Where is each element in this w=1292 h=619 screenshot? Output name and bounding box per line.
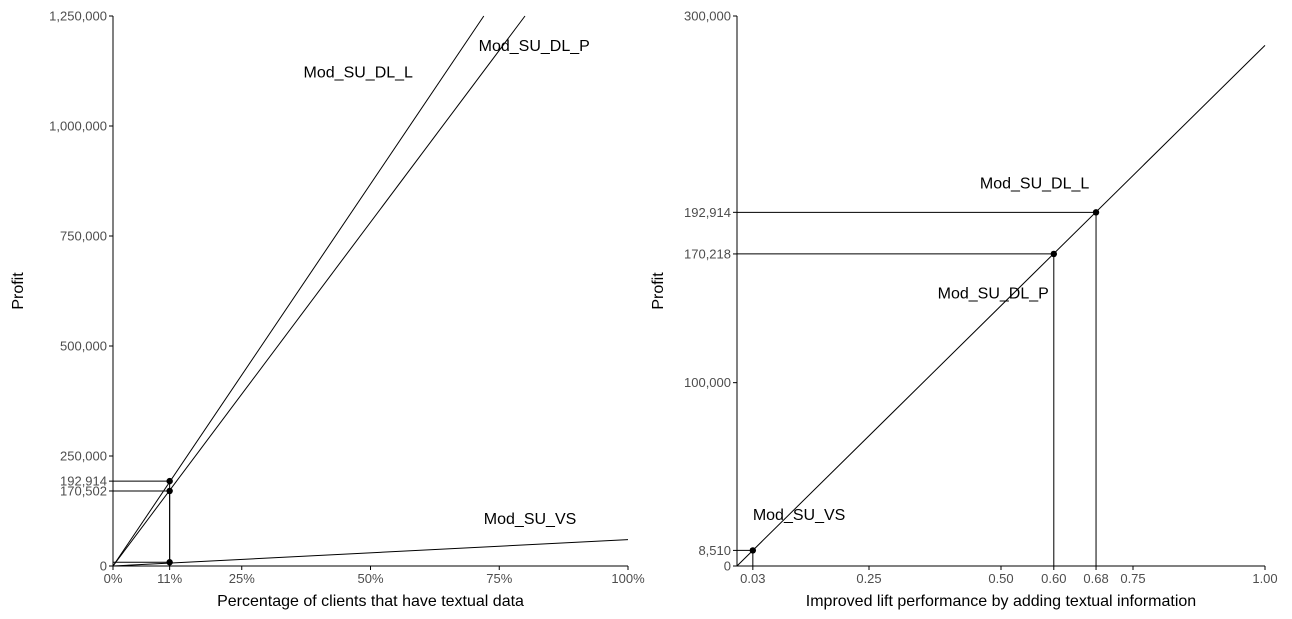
series-line [113,15,485,566]
x-tick-label: 0.03 [740,571,765,586]
series-line [113,539,629,566]
series-label: Mod_SU_DL_L [304,65,414,82]
x-tick-label: 50% [357,571,383,586]
data-point [1050,250,1058,258]
series-label: Mod_SU_DL_P [479,38,590,55]
data-point [166,487,173,495]
x-tick-label: 0.60 [1041,571,1066,586]
y-tick-label: 1,000,000 [49,119,107,134]
series-line [113,15,526,566]
y-tick-label: 192,914 [684,205,731,220]
x-tick-label: 11% [157,571,182,586]
x-tick-label: 0.25 [856,571,881,586]
y-tick-label: 170,502 [60,483,107,498]
y-tick-label: 1,250,000 [49,9,107,24]
series-label: Mod_SU_VS [484,511,577,528]
point-label: Mod_SU_VS [753,507,846,524]
x-tick-label: 25% [229,571,255,586]
y-tick-label: 250,000 [60,449,107,464]
data-point [1092,209,1100,216]
y-tick-label: 0 [100,559,107,574]
x-tick-label: 0.68 [1083,571,1108,586]
x-axis-title: Improved lift performance by adding text… [806,593,1196,610]
y-axis-title: Profit [650,272,667,310]
data-point [166,559,173,566]
series-line [737,44,1266,566]
data-point [749,547,757,554]
y-tick-label: 0 [724,559,731,574]
x-axis-title: Percentage of clients that have textual … [217,593,524,610]
point-label: Mod_SU_DL_L [980,175,1090,192]
y-tick-label: 192,914 [60,474,107,489]
y-tick-label: 100,000 [684,375,731,390]
x-tick-label: 75% [486,571,512,586]
y-tick-label: 170,218 [684,246,731,261]
x-tick-label: 0% [104,571,123,586]
x-tick-label: 0.50 [988,571,1013,586]
y-axis-title: Profit [10,272,27,310]
data-point [166,477,173,485]
x-tick-label: 1.00 [1252,571,1277,586]
point-label: Mod_SU_DL_P [938,285,1049,302]
x-tick-label: 0.75 [1120,571,1145,586]
y-tick-label: 750,000 [60,229,107,244]
y-tick-label: 300,000 [684,9,731,24]
y-tick-label: 500,000 [60,339,107,354]
right-chart-panel: 08,510 100,000 170,218 192,914 300,000 0.03 0.… [650,9,1278,611]
x-tick-label: 100% [611,571,645,586]
y-tick-label: 8,510 [698,543,731,558]
